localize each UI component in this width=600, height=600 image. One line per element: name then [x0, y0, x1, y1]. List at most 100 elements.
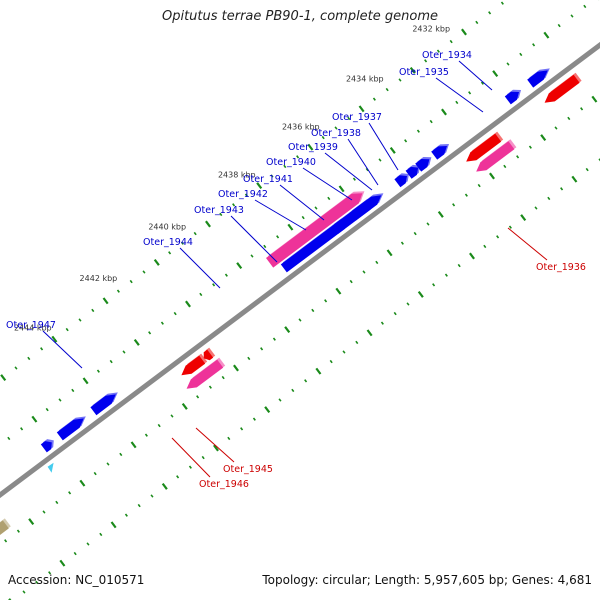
- gene-leader-line: [279, 184, 325, 221]
- scale-tick: [51, 335, 58, 343]
- scale-tick: [409, 66, 416, 74]
- gene-leader-line: [171, 437, 211, 478]
- scale-tick: [375, 260, 379, 265]
- reverse-gene-arrow: [544, 74, 580, 103]
- reverse-cds-arrow: [476, 141, 515, 172]
- forward-gene-arrow: [40, 441, 52, 453]
- scale-tick: [14, 366, 18, 370]
- scale-tick: [347, 116, 351, 121]
- gene-leader-line: [179, 247, 221, 289]
- scale-tick: [28, 518, 35, 526]
- tick-label: 2438 kbp: [218, 170, 256, 179]
- scale-tick: [233, 364, 239, 372]
- forward-gene-arrow: [527, 70, 548, 88]
- scale-tick: [278, 398, 282, 402]
- scale-tick: [503, 164, 507, 169]
- forward-gene-arrow: [90, 394, 116, 416]
- scale-tick: [173, 311, 177, 316]
- scale-tick: [31, 415, 38, 423]
- gene-label: Oter_1945: [223, 464, 273, 475]
- scale-tick: [221, 375, 225, 380]
- scale-tick: [71, 388, 75, 393]
- scale-tick: [424, 59, 428, 63]
- scale-tick: [142, 270, 146, 274]
- scale-tick: [79, 479, 86, 487]
- scale-tick: [591, 95, 598, 103]
- tick-label: 2444 kbp: [14, 323, 52, 332]
- scale-tick: [393, 311, 397, 316]
- scale-tick: [91, 308, 95, 313]
- scale-tick: [124, 513, 128, 517]
- forward-gene-arrow: [405, 166, 419, 179]
- scale-tick: [389, 146, 396, 154]
- scale-tick: [358, 105, 365, 113]
- scale-tick: [185, 300, 191, 308]
- gene-leader-line: [230, 215, 278, 263]
- forward-gene-arrow: [394, 175, 407, 188]
- scale-tick: [380, 321, 384, 325]
- scale-tick: [342, 350, 346, 354]
- scale-tick: [161, 482, 168, 490]
- scale-tick: [291, 388, 295, 393]
- scale-tick: [35, 580, 39, 585]
- scale-tick: [283, 164, 287, 169]
- gene-leader-line: [368, 122, 399, 171]
- gene-label: Oter_1946: [199, 479, 249, 490]
- scale-tick: [508, 225, 512, 229]
- accession-text: Accession: NC_010571: [8, 573, 145, 587]
- scale-tick: [27, 356, 31, 361]
- gene-leader-line: [254, 199, 307, 231]
- scale-tick: [205, 220, 211, 228]
- scale-tick: [224, 273, 228, 277]
- scale-tick: [554, 126, 558, 130]
- scale-tick: [22, 590, 26, 594]
- scale-tick: [4, 539, 8, 543]
- gene-leader-line: [42, 330, 83, 369]
- gene-label: Oter_1940: [266, 157, 316, 168]
- scale-tick: [201, 455, 205, 460]
- scale-tick: [520, 214, 527, 222]
- scale-tick: [260, 347, 264, 351]
- tick-label: 2432 kbp: [412, 25, 450, 34]
- scale-tick: [86, 542, 90, 546]
- scale-tick: [444, 273, 448, 277]
- gene-label: Oter_1939: [288, 142, 338, 153]
- gene-label: Oter_1942: [218, 189, 268, 200]
- scale-tick: [20, 427, 24, 431]
- scale-tick: [213, 444, 219, 452]
- scale-tick: [68, 491, 72, 495]
- gene-leader-line: [324, 152, 373, 191]
- gene-leader-line: [435, 77, 484, 113]
- scale-tick: [315, 367, 322, 375]
- scale-tick: [413, 231, 417, 236]
- scale-tick: [461, 28, 467, 36]
- scale-tick: [488, 11, 492, 15]
- rna-feature: [47, 462, 54, 473]
- forward-gene-arrow: [431, 146, 447, 160]
- scale-tick: [119, 452, 123, 457]
- scale-tick: [59, 559, 66, 567]
- scale-tick: [567, 116, 571, 121]
- scale-tick: [349, 279, 353, 284]
- gene-label: Oter_1947: [6, 320, 56, 331]
- scale-tick: [193, 231, 197, 236]
- reverse-cds-arrow: [186, 359, 224, 389]
- scale-tick: [199, 292, 203, 297]
- tick-label: 2434 kbp: [346, 74, 384, 83]
- scale-tick: [244, 193, 248, 197]
- scale-tick: [516, 155, 520, 159]
- scale-tick: [130, 441, 137, 449]
- scale-tick: [307, 143, 314, 151]
- gene-label: Oter_1936: [536, 262, 586, 273]
- scale-tick: [455, 100, 459, 105]
- scale-tick: [73, 551, 77, 556]
- scale-tick: [547, 196, 551, 201]
- gene-leader-line: [347, 138, 379, 186]
- scale-tick: [196, 395, 200, 399]
- forward-gene-arrow: [415, 158, 430, 172]
- scale-tick: [417, 290, 424, 298]
- scale-tick: [93, 471, 97, 476]
- scale-tick: [429, 119, 433, 124]
